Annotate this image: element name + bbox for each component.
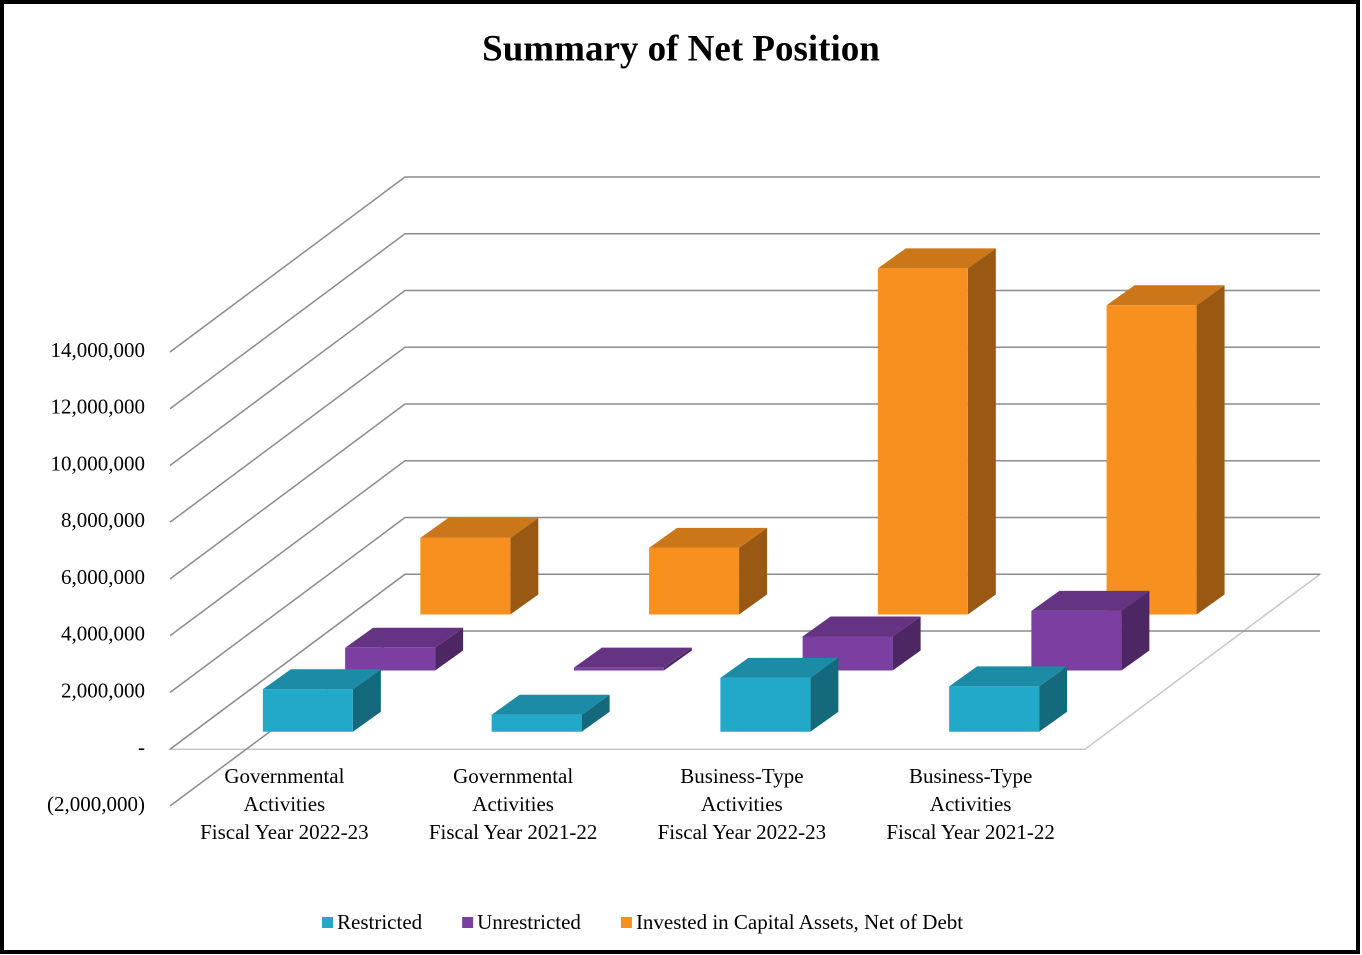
- grid-line: [169, 233, 1320, 410]
- bar-side: [1121, 590, 1150, 671]
- grid-line: [169, 573, 1320, 750]
- y-tick-label: 4,000,000: [61, 622, 145, 646]
- legend-swatch: [462, 917, 474, 928]
- x-tick-label: Fiscal Year 2022-23: [200, 820, 369, 844]
- bar: [720, 677, 811, 732]
- bar: [649, 547, 740, 615]
- bar-side: [663, 647, 692, 671]
- bar-side: [892, 616, 921, 671]
- bar-top: [1106, 285, 1225, 306]
- y-tick-label: 8,000,000: [61, 508, 145, 532]
- bar: [262, 689, 353, 732]
- bar: [949, 686, 1040, 732]
- bar-top: [420, 517, 539, 538]
- bar-side: [435, 627, 464, 671]
- bar-side: [352, 669, 381, 732]
- y-tick-label: -: [138, 735, 145, 759]
- bar-side: [510, 517, 539, 615]
- legend-label: Restricted: [337, 910, 423, 934]
- y-tick-label: 12,000,000: [51, 395, 146, 419]
- x-tick-label: Fiscal Year 2022-23: [658, 820, 827, 844]
- legend-label: Unrestricted: [477, 910, 581, 934]
- bar: [420, 537, 511, 615]
- bar-top: [573, 647, 692, 668]
- bar-top: [1031, 590, 1150, 611]
- x-tick-label: Fiscal Year 2021-22: [886, 820, 1055, 844]
- y-tick-label: 14,000,000: [51, 338, 146, 362]
- grid-line: [169, 289, 1320, 467]
- bar: [345, 647, 436, 671]
- bar: [1031, 610, 1122, 671]
- y-tick-label: 6,000,000: [61, 565, 145, 589]
- x-tick-label: Activities: [472, 792, 554, 816]
- bar: [877, 268, 968, 615]
- bar-top: [262, 669, 381, 690]
- y-tick-label: 2,000,000: [61, 678, 145, 702]
- bar-top: [877, 248, 996, 269]
- bar: [491, 714, 582, 732]
- bar-side: [967, 248, 996, 615]
- x-tick-label: Activities: [930, 792, 1012, 816]
- bar: [1106, 305, 1197, 615]
- y-tick-label: 10,000,000: [51, 451, 146, 475]
- y-tick-label: (2,000,000): [47, 792, 145, 816]
- bar-side: [810, 657, 839, 732]
- legend-label: Invested in Capital Assets, Net of Debt: [636, 910, 963, 934]
- x-tick-label: Activities: [244, 792, 326, 816]
- x-tick-label: Activities: [701, 792, 783, 816]
- legend-swatch: [322, 917, 333, 928]
- bar: [573, 667, 664, 671]
- bar-top: [802, 616, 921, 637]
- bar-top: [491, 694, 610, 715]
- bar-side: [1196, 285, 1225, 615]
- chart-title: Summary of Net Position: [482, 28, 880, 69]
- legend-swatch: [620, 917, 632, 928]
- bar-top: [345, 627, 464, 648]
- grid-line: [169, 516, 1320, 694]
- grid-line: [169, 403, 1320, 580]
- grid-line: [169, 176, 1320, 353]
- bar-top: [949, 666, 1068, 687]
- bar-side: [581, 694, 610, 732]
- grid-line: [169, 460, 1320, 637]
- x-tick-label: Governmental: [453, 764, 573, 788]
- bar-top: [720, 657, 839, 678]
- bar-side: [739, 527, 768, 615]
- x-tick-label: Governmental: [224, 764, 344, 788]
- x-tick-label: Business-Type: [680, 764, 803, 788]
- bar-side: [1039, 666, 1068, 732]
- x-tick-label: Fiscal Year 2021-22: [429, 820, 598, 844]
- grid-line: [169, 346, 1320, 523]
- bar-top: [649, 527, 768, 548]
- x-tick-label: Business-Type: [909, 764, 1032, 788]
